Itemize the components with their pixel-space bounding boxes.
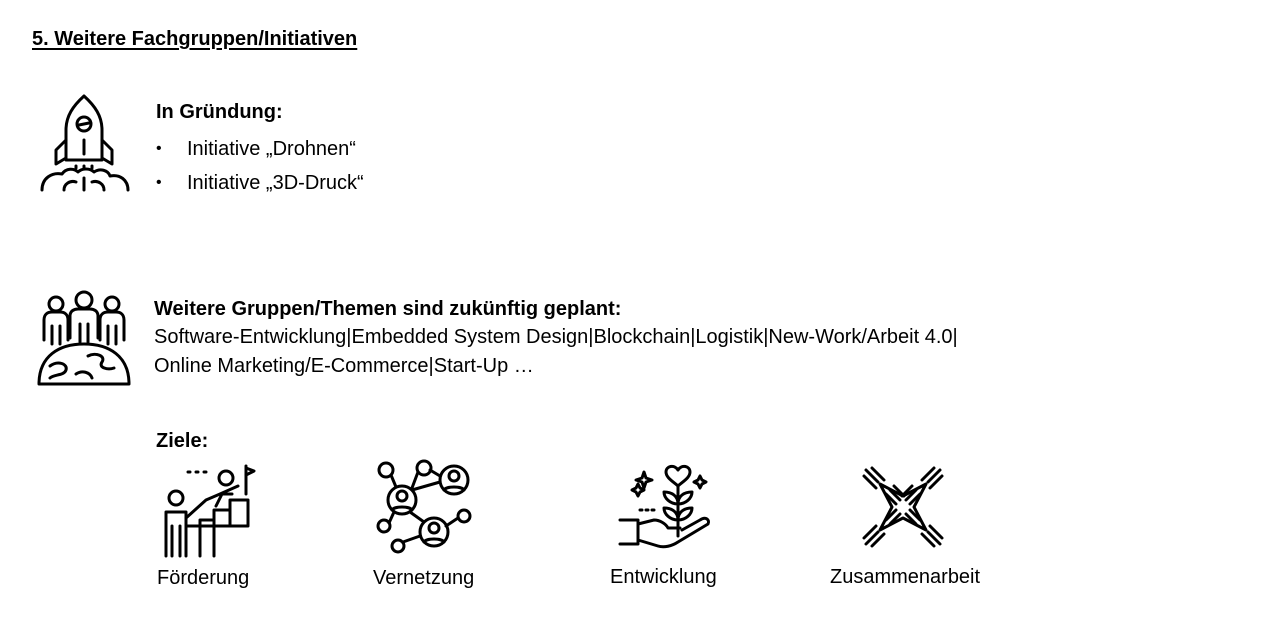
list-item: • Initiative „3D-Druck“ xyxy=(156,166,364,200)
rocket-icon xyxy=(38,94,130,192)
founding-list: • Initiative „Drohnen“ • Initiative „3D-Dr… xyxy=(156,132,364,200)
founding-heading: In Gründung: xyxy=(156,101,283,123)
list-item: • Initiative „Drohnen“ xyxy=(156,132,364,166)
goals-heading: Ziele: xyxy=(156,430,209,452)
planned-topics-line1: Software-Entwicklung|Embedded System Des… xyxy=(154,326,958,348)
bullet: • xyxy=(156,174,162,191)
growth-stairs-icon xyxy=(160,464,256,558)
planned-heading: Weitere Gruppen/Themen sind zukünftig ge… xyxy=(154,298,622,320)
list-item-text: Initiative „3D-Druck“ xyxy=(187,171,364,194)
hands-together-icon xyxy=(862,466,944,548)
list-item-text: Initiative „Drohnen“ xyxy=(187,137,356,160)
plant-hand-icon xyxy=(618,462,714,554)
goal-label-zusammenarbeit: Zusammenarbeit xyxy=(830,566,981,588)
goal-label-vernetzung: Vernetzung xyxy=(373,567,475,589)
network-icon xyxy=(376,459,472,554)
people-globe-icon xyxy=(36,290,132,388)
goal-label-entwicklung: Entwicklung xyxy=(610,566,717,588)
bullet: • xyxy=(156,140,162,157)
page-title: 5. Weitere Fachgruppen/Initiativen xyxy=(32,28,358,50)
planned-topics-line2: Online Marketing/E-Commerce|Start-Up … xyxy=(154,355,534,377)
goal-label-foerderung: Förderung xyxy=(157,567,250,589)
